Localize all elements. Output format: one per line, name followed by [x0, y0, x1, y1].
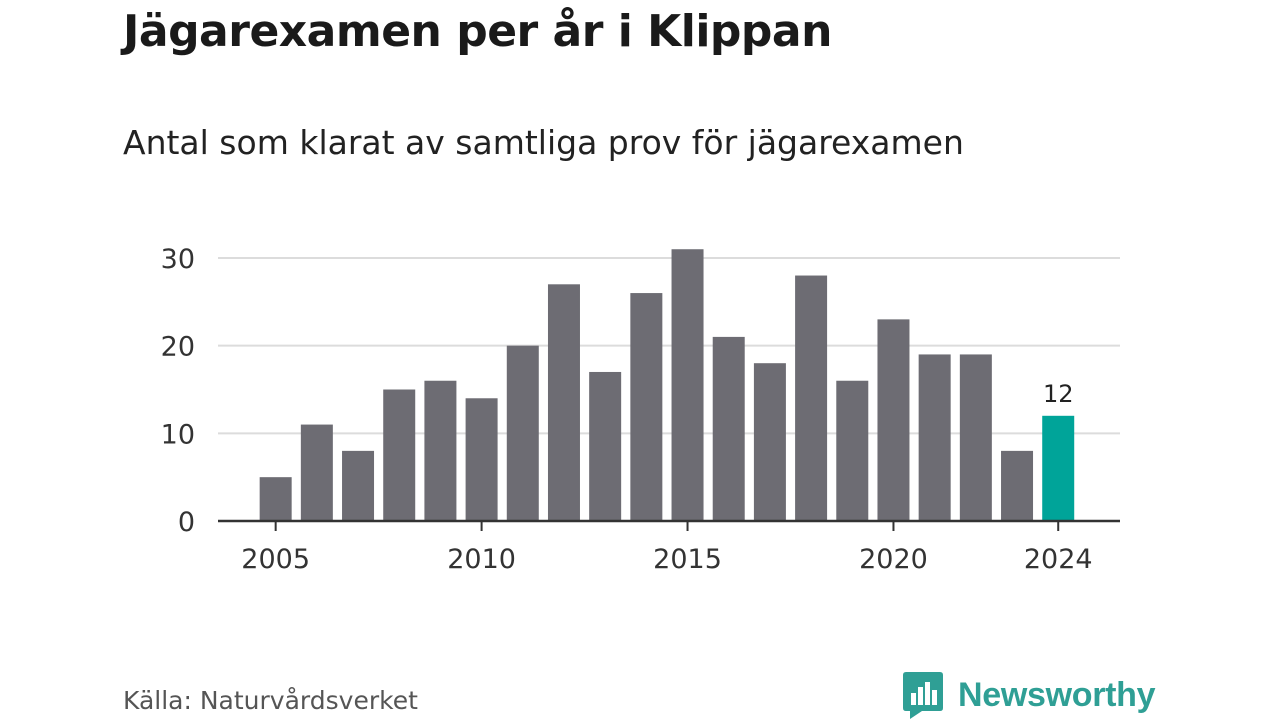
bar	[630, 293, 663, 521]
bar	[342, 450, 375, 521]
chart-title: Jägarexamen per år i Klippan	[123, 6, 832, 57]
bar	[465, 398, 498, 521]
bar	[712, 336, 745, 521]
x-tick-label: 2015	[653, 544, 722, 575]
bar	[300, 424, 333, 521]
y-tick-label: 0	[178, 507, 195, 538]
source-note: Källa: Naturvårdsverket	[123, 686, 418, 715]
x-axis-ticks: 2005 2010 2015 2020 2024	[241, 521, 1093, 575]
chart-subtitle: Antal som klarat av samtliga prov för jä…	[123, 123, 964, 162]
x-tick-label: 2020	[859, 544, 928, 575]
bar	[671, 249, 704, 521]
bar	[753, 363, 786, 521]
bar	[959, 354, 992, 521]
x-tick-label: 2024	[1024, 544, 1093, 575]
bar	[836, 380, 869, 521]
bar	[547, 284, 580, 521]
newsworthy-logo-icon	[903, 672, 943, 719]
bar-highlighted	[1042, 415, 1075, 521]
brand-name: Newsworthy	[958, 675, 1156, 714]
data-labels: 12	[1043, 380, 1074, 408]
bar	[424, 380, 457, 521]
y-tick-label: 10	[161, 419, 195, 450]
bar	[918, 354, 951, 521]
bar	[383, 389, 416, 521]
brand-logo[interactable]: Newsworthy	[902, 670, 1156, 720]
bar	[589, 371, 622, 521]
y-axis-ticks: 0 10 20 30	[161, 244, 195, 538]
x-tick-label: 2010	[447, 544, 516, 575]
bar	[877, 319, 910, 521]
x-tick-label: 2005	[241, 544, 310, 575]
data-label: 12	[1043, 380, 1074, 408]
bar	[795, 275, 828, 521]
bar	[506, 345, 539, 521]
bar	[259, 477, 292, 521]
bar	[1001, 450, 1034, 521]
bars	[259, 249, 1075, 521]
y-tick-label: 20	[161, 332, 195, 363]
y-tick-label: 30	[161, 244, 195, 275]
